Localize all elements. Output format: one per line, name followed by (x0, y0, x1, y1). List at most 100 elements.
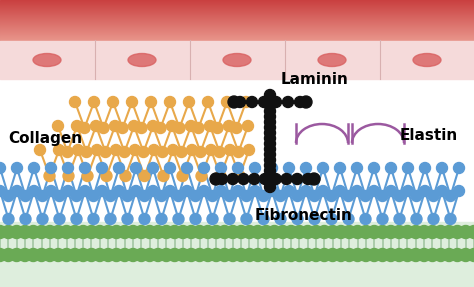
Circle shape (318, 162, 328, 174)
Circle shape (164, 185, 175, 197)
Circle shape (122, 191, 133, 201)
Circle shape (97, 185, 108, 197)
Circle shape (467, 226, 474, 238)
Circle shape (251, 249, 264, 261)
Bar (0, 20, 474, 21)
Circle shape (276, 226, 289, 238)
Circle shape (101, 170, 112, 181)
Circle shape (264, 154, 275, 165)
Circle shape (301, 162, 311, 174)
Circle shape (264, 127, 275, 138)
Circle shape (44, 170, 55, 181)
Circle shape (156, 214, 167, 224)
Circle shape (343, 249, 356, 261)
Circle shape (224, 214, 235, 224)
Circle shape (212, 123, 223, 133)
Bar (0, 7, 474, 8)
Circle shape (193, 226, 206, 238)
Circle shape (264, 133, 275, 144)
Bar (0, 41, 474, 79)
Circle shape (241, 191, 252, 201)
Circle shape (139, 191, 150, 201)
Circle shape (258, 214, 269, 224)
Circle shape (233, 185, 244, 197)
Circle shape (201, 226, 214, 238)
Circle shape (72, 121, 82, 131)
Circle shape (384, 226, 397, 238)
Circle shape (409, 226, 422, 238)
Circle shape (445, 191, 456, 201)
Circle shape (88, 191, 99, 201)
Circle shape (426, 226, 439, 238)
Circle shape (402, 185, 413, 197)
Bar (0, 32, 474, 34)
Circle shape (264, 122, 275, 133)
Circle shape (160, 226, 173, 238)
Circle shape (196, 170, 207, 181)
Circle shape (418, 249, 430, 261)
Circle shape (176, 226, 190, 238)
Bar (0, 32, 474, 33)
Circle shape (411, 191, 422, 201)
Circle shape (233, 162, 244, 174)
Circle shape (385, 162, 396, 174)
Circle shape (467, 249, 474, 261)
Circle shape (20, 214, 31, 224)
Circle shape (176, 249, 190, 261)
Circle shape (249, 174, 260, 185)
Circle shape (158, 170, 169, 181)
Circle shape (451, 249, 464, 261)
Text: Laminin: Laminin (281, 73, 349, 88)
Circle shape (293, 249, 306, 261)
Circle shape (402, 162, 413, 174)
Circle shape (190, 191, 201, 201)
Circle shape (135, 226, 148, 238)
Bar (0, 15, 474, 16)
Circle shape (308, 173, 320, 185)
Bar (0, 11, 474, 13)
Circle shape (68, 249, 82, 261)
Circle shape (351, 249, 364, 261)
Circle shape (20, 191, 31, 201)
Circle shape (437, 162, 447, 174)
Circle shape (182, 185, 192, 197)
Bar (0, 30, 474, 32)
Circle shape (3, 191, 14, 201)
Circle shape (190, 214, 201, 224)
Circle shape (207, 214, 218, 224)
Circle shape (215, 170, 226, 181)
Circle shape (27, 226, 40, 238)
Circle shape (138, 146, 149, 158)
Circle shape (91, 144, 102, 156)
Circle shape (264, 149, 275, 160)
Circle shape (89, 96, 100, 108)
Circle shape (231, 123, 242, 133)
Circle shape (264, 106, 275, 117)
Circle shape (343, 226, 356, 238)
Circle shape (392, 226, 406, 238)
Circle shape (157, 146, 168, 158)
Circle shape (266, 185, 277, 197)
Circle shape (292, 191, 303, 201)
Text: Elastin: Elastin (400, 127, 458, 143)
Circle shape (451, 226, 464, 238)
Circle shape (91, 121, 101, 131)
Circle shape (120, 170, 131, 181)
Circle shape (130, 162, 142, 174)
Circle shape (109, 121, 120, 131)
Circle shape (210, 249, 223, 261)
Circle shape (110, 249, 123, 261)
Circle shape (443, 226, 456, 238)
Circle shape (204, 121, 216, 131)
Circle shape (235, 226, 247, 238)
Circle shape (294, 96, 306, 108)
Bar (0, 30, 474, 31)
Bar (0, 13, 474, 14)
Circle shape (251, 226, 264, 238)
Circle shape (276, 249, 289, 261)
Circle shape (77, 249, 90, 261)
Ellipse shape (223, 53, 251, 67)
Circle shape (326, 249, 339, 261)
Circle shape (459, 226, 472, 238)
Circle shape (10, 249, 23, 261)
